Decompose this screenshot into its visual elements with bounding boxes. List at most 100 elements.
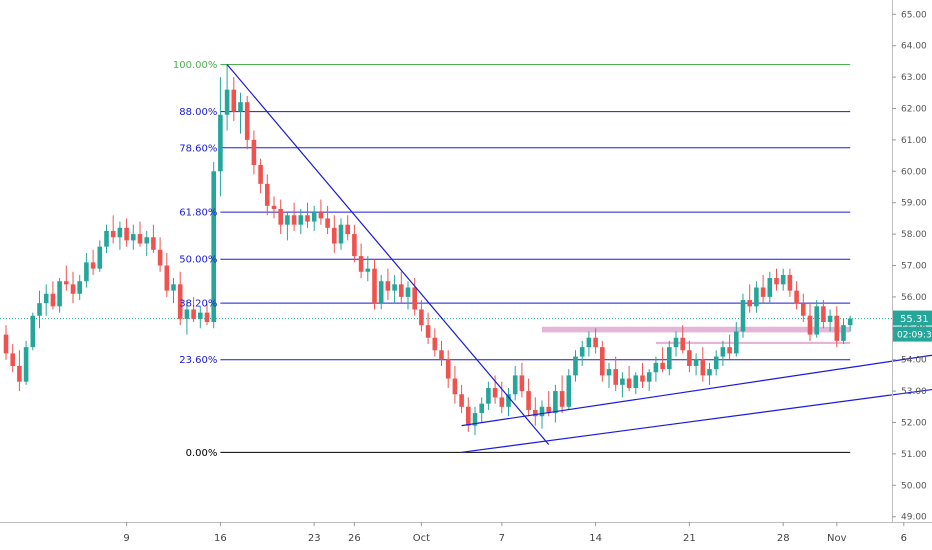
candle-body [593, 337, 598, 348]
candle-body [117, 227, 123, 238]
time-tick-label: Oct [413, 533, 430, 544]
candle-body [177, 284, 183, 319]
fib-level-label: 23.60% [179, 355, 217, 366]
candle-body [727, 347, 732, 354]
candle-body [841, 325, 846, 341]
price-tick-label: 62.00 [901, 105, 927, 115]
candle-body [244, 102, 250, 140]
candle-body [399, 284, 404, 297]
candle-body [97, 246, 103, 269]
candle-body [37, 303, 42, 316]
candle-body [606, 369, 612, 376]
candle-body [392, 284, 397, 291]
price-axis[interactable]: 65.00 64.00 63.00 62.00 61.00 60.00 59.00 58.00… [892, 0, 932, 523]
candle-body [640, 375, 645, 382]
candle-body [459, 394, 464, 407]
candle-body [713, 356, 719, 370]
candle-body [285, 215, 290, 225]
candle-body [64, 281, 69, 285]
fib-level-label: 50.00% [179, 255, 217, 266]
candle-body [747, 300, 752, 307]
candle-body [667, 347, 672, 370]
candle-body [184, 309, 190, 319]
fib-level-label: 61.80% [179, 208, 217, 219]
candle-body [10, 353, 15, 366]
candle-body [740, 300, 746, 332]
candle-body [533, 409, 538, 417]
candle-body [412, 287, 417, 310]
price-tick-label: 51.00 [901, 450, 927, 460]
last-price-tag-label: 55.31 [900, 314, 929, 325]
candle-body [332, 227, 337, 244]
candle-body [419, 309, 424, 326]
candle-body [171, 284, 176, 291]
candle-body [452, 378, 458, 395]
candle-body [566, 375, 572, 407]
candle-body [17, 365, 22, 382]
candle-body [760, 287, 766, 297]
fib-level-label: 0.00% [186, 448, 218, 459]
candle-body [144, 237, 149, 244]
candle-body [365, 268, 371, 272]
candle-body [291, 215, 297, 225]
price-tick-label: 50.00 [901, 481, 927, 491]
time-tick-label: 14 [589, 533, 602, 544]
candle-body [358, 256, 364, 272]
candle-body [258, 165, 263, 184]
candle-body [847, 318, 853, 326]
candle-body [238, 102, 243, 112]
candle-body [827, 315, 833, 323]
candle-body [794, 290, 799, 304]
time-tick-label: 21 [683, 533, 696, 544]
trendline [226, 64, 550, 445]
candle-body [479, 403, 484, 414]
candle-body [660, 362, 665, 370]
candle-body [573, 356, 578, 376]
candle-body [425, 325, 431, 338]
candle-body [653, 362, 659, 373]
trendline [461, 388, 932, 453]
candle-body [164, 265, 170, 291]
candle-body [780, 274, 786, 285]
candle-body [693, 359, 699, 366]
price-tick-label: 64.00 [901, 42, 927, 52]
pink-support-zones[interactable] [542, 326, 851, 344]
candle-body [305, 215, 310, 222]
candle-body [774, 278, 779, 285]
trendlines[interactable] [226, 64, 932, 453]
candle-body [700, 359, 706, 376]
candle-body [338, 224, 344, 244]
candle-body [754, 287, 759, 307]
support-zone [542, 326, 851, 333]
candle-body [90, 262, 96, 269]
candle-body [151, 237, 156, 250]
candle-body [110, 230, 116, 238]
time-tick-label: 28 [777, 533, 790, 544]
fibonacci-retracement[interactable] [220, 64, 851, 453]
candle-body [104, 230, 109, 247]
fib-level-label: 78.60% [179, 143, 217, 154]
price-tick-label: 59.00 [901, 199, 927, 209]
candle-body [57, 281, 62, 307]
candle-body [439, 350, 444, 360]
candle-body [539, 406, 545, 417]
candle-body [445, 359, 451, 379]
candle-body [787, 274, 793, 291]
candle-body [734, 331, 739, 354]
candle-body [43, 293, 49, 304]
candle-body [492, 387, 498, 398]
candle-body [84, 262, 89, 282]
candle-body [77, 281, 82, 294]
fib-level-label: 88.00% [179, 107, 217, 118]
price-tick-label: 52.00 [901, 419, 927, 429]
candle-body [519, 375, 525, 392]
candle-body [579, 347, 585, 357]
time-axis[interactable]: 9 16 23 26 Oct 7 14 21 28 Nov 6 [0, 522, 932, 544]
candle-body [834, 315, 840, 341]
candle-body [620, 378, 625, 385]
candle-body [211, 171, 216, 323]
candle-body [506, 394, 511, 407]
candle-body [626, 378, 632, 388]
